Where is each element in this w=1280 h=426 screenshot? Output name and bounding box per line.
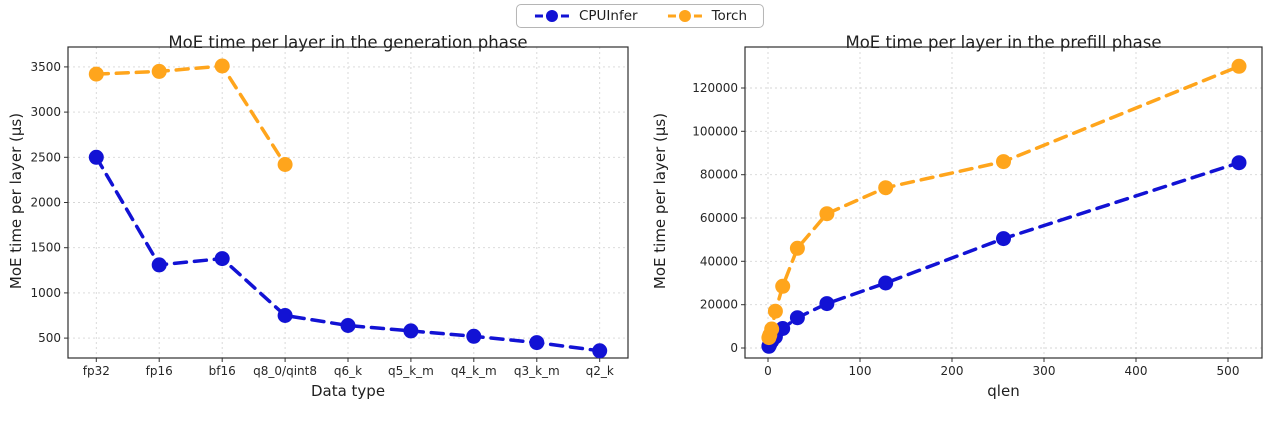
svg-text:300: 300 [1033,364,1056,378]
generation-chart-plot-area: fp32 fp16 bf16 q8_0/qint8 q6_k q5_k_m q4_k_m q3… [30,46,629,378]
svg-text:400: 400 [1125,364,1148,378]
svg-text:q8_0/qint8: q8_0/qint8 [253,364,317,378]
svg-text:q4_k_m: q4_k_m [451,364,497,378]
svg-text:q3_k_m: q3_k_m [514,364,560,378]
svg-text:100: 100 [849,364,872,378]
svg-text:120000: 120000 [692,81,738,95]
svg-text:0: 0 [764,364,772,378]
svg-text:200: 200 [941,364,964,378]
svg-text:500: 500 [38,331,61,345]
svg-text:1500: 1500 [30,241,61,255]
svg-text:q2_k: q2_k [586,364,614,378]
svg-text:60000: 60000 [700,211,738,225]
chart-legend: CPUInfer Torch [515,4,765,28]
svg-text:1000: 1000 [30,286,61,300]
legend-label-cpuinfer: CPUInfer [578,8,638,24]
svg-text:20000: 20000 [700,298,738,312]
legend-marker-torch-icon [667,10,702,22]
legend-label-torch: Torch [711,8,748,24]
svg-text:2000: 2000 [30,196,61,210]
svg-text:500: 500 [1217,364,1240,378]
legend-marker-cpuinfer-icon [534,10,569,22]
legend-item-cpuinfer: CPUInfer [533,8,638,24]
svg-text:3000: 3000 [30,105,61,119]
generation-chart-x-axis-label: Data type [310,382,386,400]
svg-text:fp32: fp32 [83,364,110,378]
prefill-phase-chart: MoE time per layer in the prefill phase … [640,0,1280,426]
prefill-chart-x-axis-label: qlen [987,382,1020,400]
svg-text:q6_k: q6_k [334,364,362,378]
legend-item-torch: Torch [666,8,747,24]
svg-text:fp16: fp16 [146,364,173,378]
svg-text:bf16: bf16 [209,364,236,378]
svg-text:2500: 2500 [30,150,61,164]
generation-phase-chart: MoE time per layer in the generation pha… [7,33,629,400]
svg-text:100000: 100000 [692,124,738,138]
prefill-chart-plot-area: 0 100 200 300 400 500 0 20000 40000 60000 80000 100… [692,46,1263,378]
svg-text:80000: 80000 [700,168,738,182]
svg-text:3500: 3500 [30,60,61,74]
svg-text:q5_k_m: q5_k_m [388,364,434,378]
svg-text:0: 0 [730,341,738,355]
svg-text:40000: 40000 [700,254,738,268]
